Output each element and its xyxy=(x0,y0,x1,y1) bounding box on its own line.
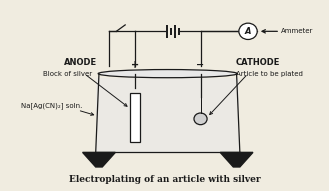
Circle shape xyxy=(239,23,257,40)
Polygon shape xyxy=(220,152,253,167)
Text: ANODE: ANODE xyxy=(64,58,97,67)
Text: Article to be plated: Article to be plated xyxy=(236,71,303,77)
Text: Block of silver: Block of silver xyxy=(43,71,92,77)
Text: A: A xyxy=(245,27,251,36)
Bar xyxy=(130,93,140,142)
Polygon shape xyxy=(83,152,115,167)
Text: +: + xyxy=(131,60,139,70)
Text: CATHODE: CATHODE xyxy=(236,58,280,67)
Circle shape xyxy=(194,113,207,125)
Text: −: − xyxy=(196,60,205,70)
Text: Electroplating of an article with silver: Electroplating of an article with silver xyxy=(69,175,260,184)
Polygon shape xyxy=(96,78,239,152)
Text: Ammeter: Ammeter xyxy=(281,28,313,34)
Ellipse shape xyxy=(98,70,238,78)
Text: Na[Ag(CN)₂] soln.: Na[Ag(CN)₂] soln. xyxy=(21,102,82,109)
